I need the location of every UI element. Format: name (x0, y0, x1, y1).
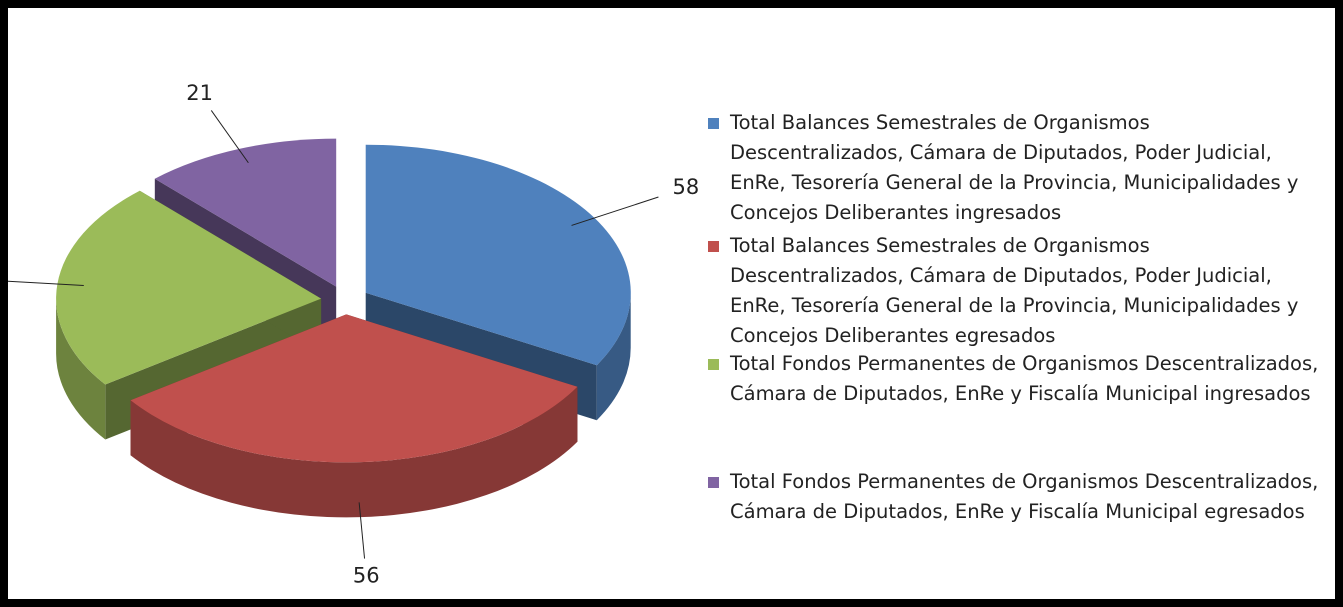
pie-chart: 58564021 (8, 81, 700, 587)
legend-swatch (708, 359, 719, 370)
slice-side (130, 386, 578, 518)
leader-line (8, 280, 84, 286)
leader-line (571, 196, 659, 226)
data-label: 56 (353, 563, 380, 587)
legend-item: Total Balances Semestrales de Organismos… (708, 231, 1328, 351)
slice-top (130, 314, 578, 463)
legend-label: Total Fondos Permanentes de Organismos D… (730, 352, 1319, 405)
slice-side (56, 298, 106, 440)
legend-label: Total Balances Semestrales de Organismos… (730, 111, 1299, 224)
legend-swatch (708, 477, 719, 488)
leader-line (210, 110, 249, 164)
legend-label: Total Balances Semestrales de Organismos… (730, 234, 1299, 347)
legend-swatch (708, 118, 719, 129)
legend-swatch (708, 241, 719, 252)
legend-label: Total Fondos Permanentes de Organismos D… (730, 470, 1319, 523)
legend-item: Total Balances Semestrales de Organismos… (708, 108, 1328, 228)
slice-top (56, 190, 322, 385)
slice-top (154, 138, 337, 287)
slice-top (365, 144, 631, 366)
legend-item: Total Fondos Permanentes de Organismos D… (708, 349, 1328, 409)
data-label: 58 (673, 175, 700, 199)
legend-item: Total Fondos Permanentes de Organismos D… (708, 467, 1328, 527)
data-label: 21 (186, 81, 213, 105)
slice-side (596, 292, 631, 421)
pie-slice (130, 314, 578, 518)
leader-line (358, 502, 366, 559)
